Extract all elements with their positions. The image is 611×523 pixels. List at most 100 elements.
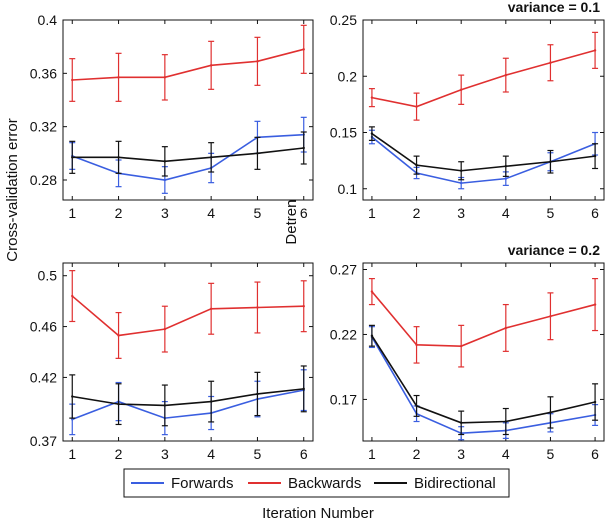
legend-label-forwards: Forwards bbox=[171, 475, 234, 492]
legend-label-bidirectional: Bidirectional bbox=[414, 475, 496, 492]
series-backwards bbox=[368, 31, 599, 121]
chart-panel-bottom-right: 1 2 3 4 5 6 0.17 0.22 0.27 variance = 0.2 bbox=[330, 242, 605, 462]
series-line-backwards bbox=[72, 48, 304, 81]
x-tick-label: 5 bbox=[254, 446, 262, 462]
data-point bbox=[549, 411, 552, 414]
data-point bbox=[370, 334, 374, 337]
x-tick-label: 1 bbox=[68, 205, 76, 221]
data-point bbox=[117, 76, 120, 79]
data-point bbox=[459, 169, 463, 172]
data-point bbox=[117, 334, 120, 337]
series-bidirectional bbox=[69, 365, 307, 427]
data-point bbox=[593, 303, 597, 306]
data-point bbox=[209, 400, 213, 403]
x-tick-label: 4 bbox=[207, 446, 215, 462]
data-point bbox=[593, 154, 597, 158]
y-tick-label: 0.15 bbox=[330, 125, 357, 141]
x-tick-label: 2 bbox=[115, 446, 123, 462]
data-point bbox=[504, 165, 508, 168]
series-bidirectional bbox=[69, 131, 307, 177]
data-point bbox=[504, 177, 508, 180]
chart-panel-bottom-left: 1 2 3 4 5 6 0.37 0.42 0.46 0.5 bbox=[30, 262, 314, 462]
y-tick-label: 0.17 bbox=[330, 391, 357, 407]
data-point bbox=[71, 78, 74, 82]
data-point bbox=[415, 404, 418, 408]
data-point bbox=[256, 60, 259, 63]
data-point bbox=[163, 160, 167, 163]
series-line-forwards bbox=[71, 389, 304, 421]
chart-panel-top-right: 1 2 3 4 5 6 0.1 0.15 0.2 0.25 variance = 0.1 bbox=[330, 0, 605, 221]
data-point bbox=[593, 49, 597, 52]
x-tick-label: 6 bbox=[300, 446, 308, 462]
plot-frame bbox=[62, 19, 314, 201]
data-point bbox=[370, 132, 374, 135]
plot-frame bbox=[62, 262, 314, 442]
data-point bbox=[256, 306, 259, 309]
data-point bbox=[504, 326, 508, 330]
data-point bbox=[302, 387, 305, 391]
data-point bbox=[459, 421, 463, 425]
data-point bbox=[549, 61, 552, 64]
plot-frame bbox=[362, 19, 605, 201]
x-tick-label: 6 bbox=[591, 446, 599, 462]
x-tick-label: 1 bbox=[368, 205, 376, 221]
series-backwards bbox=[69, 270, 307, 359]
y-tick-label: 0.42 bbox=[30, 369, 57, 385]
data-point bbox=[256, 152, 259, 155]
x-tick-label: 2 bbox=[413, 446, 421, 462]
x-tick-label: 3 bbox=[161, 205, 169, 221]
data-point bbox=[459, 88, 463, 91]
x-tick-label: 6 bbox=[300, 205, 308, 221]
data-point bbox=[370, 290, 374, 293]
y-tick-label: 0.28 bbox=[30, 172, 57, 188]
legend-label-backwards: Backwards bbox=[288, 475, 361, 492]
legend: Forwards Backwards Bidirectional bbox=[123, 468, 510, 498]
y-tick-label: 0.37 bbox=[30, 433, 57, 449]
series-backwards bbox=[368, 277, 599, 368]
data-point bbox=[549, 160, 552, 163]
x-tick-label: 5 bbox=[547, 205, 555, 221]
chart-panels: 1 2 3 4 5 6 0.28 0.32 0.36 0.4 1 2 3 4 5 6 0.1 0.15 0.2 0.2… bbox=[30, 0, 605, 462]
series-bidirectional bbox=[368, 126, 599, 181]
data-point bbox=[370, 96, 374, 99]
data-point bbox=[302, 146, 305, 150]
data-point bbox=[163, 76, 167, 79]
y-tick-label: 0.2 bbox=[338, 68, 358, 84]
data-point bbox=[209, 156, 213, 159]
data-point bbox=[209, 307, 213, 310]
y-tick-label: 0.25 bbox=[330, 12, 357, 28]
series-line-forwards bbox=[371, 336, 596, 435]
y-tick-label: 0.1 bbox=[338, 181, 358, 197]
data-point bbox=[117, 402, 120, 406]
data-point bbox=[415, 105, 418, 108]
data-point bbox=[71, 156, 74, 159]
data-point bbox=[504, 73, 508, 77]
y-tick-label: 0.36 bbox=[30, 65, 57, 81]
y-axis-label-left: Cross-validation error bbox=[4, 118, 21, 261]
series-line-backwards bbox=[371, 49, 596, 108]
x-tick-label: 1 bbox=[68, 446, 76, 462]
data-point bbox=[549, 315, 552, 318]
x-tick-label: 2 bbox=[413, 205, 421, 221]
x-tick-label: 5 bbox=[254, 205, 262, 221]
data-point bbox=[459, 344, 463, 348]
series-line-backwards bbox=[371, 291, 596, 347]
x-tick-label: 6 bbox=[591, 205, 599, 221]
legend-box bbox=[123, 468, 510, 498]
x-tick-label: 3 bbox=[457, 446, 465, 462]
series-bidirectional bbox=[368, 324, 599, 436]
x-tick-label: 3 bbox=[161, 446, 169, 462]
series-line-backwards bbox=[71, 295, 304, 337]
data-point bbox=[163, 327, 167, 331]
variance-label: variance = 0.2 bbox=[508, 242, 600, 258]
data-point bbox=[163, 178, 167, 182]
data-point bbox=[209, 64, 213, 67]
y-tick-label: 0.27 bbox=[330, 261, 357, 277]
series-line-bidirectional bbox=[371, 335, 596, 424]
data-point bbox=[302, 305, 305, 308]
series-line-bidirectional bbox=[72, 388, 304, 407]
x-tick-label: 4 bbox=[207, 205, 215, 221]
x-tick-label: 1 bbox=[368, 446, 376, 462]
series-line-forwards bbox=[71, 133, 304, 181]
x-tick-label: 3 bbox=[457, 205, 465, 221]
